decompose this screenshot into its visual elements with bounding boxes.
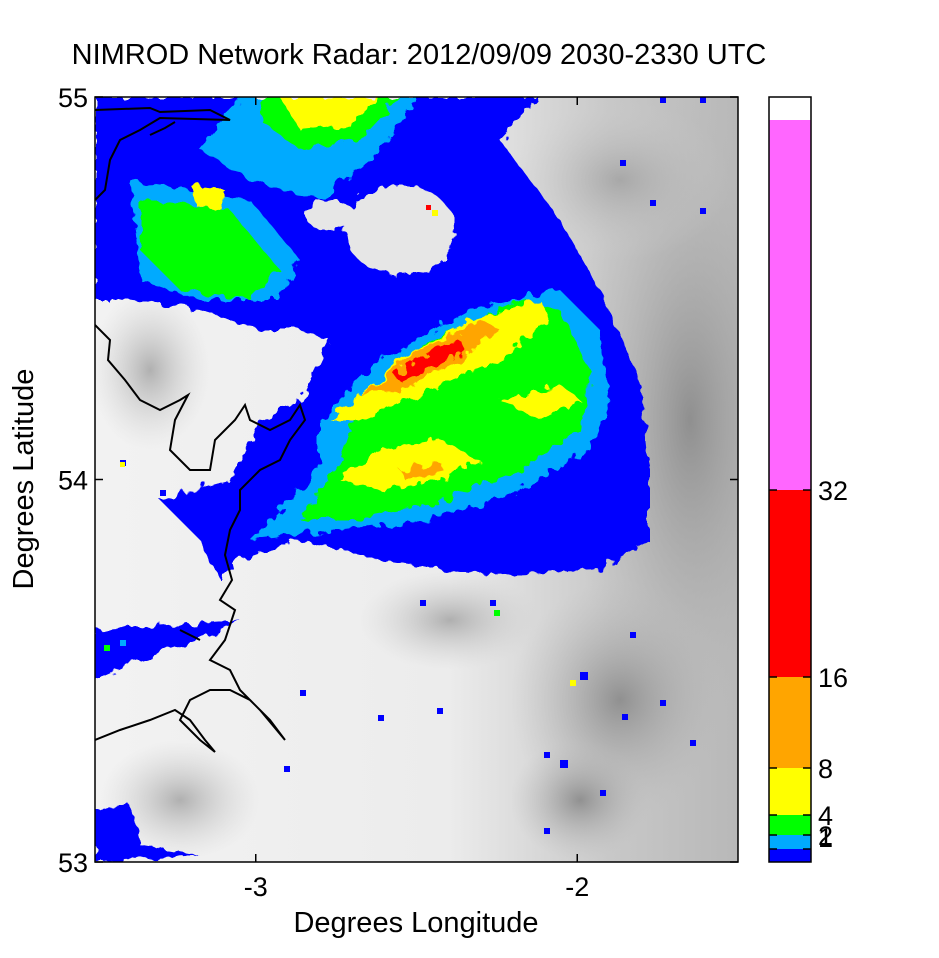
colorbar-tick-label: 4 — [818, 801, 833, 831]
coastline-path — [95, 106, 231, 201]
colorbar-segment — [769, 490, 811, 677]
y-axis-label: Degrees Latitude — [8, 369, 40, 590]
x-axis: -3 -2 — [244, 97, 589, 902]
colorbar-segment — [769, 677, 811, 768]
colorbar-tick-label: 32 — [818, 476, 848, 506]
radar-speckles — [120, 97, 706, 834]
field-level-blue — [95, 805, 200, 862]
chart-title: NIMROD Network Radar: 2012/09/09 2030-23… — [71, 39, 767, 71]
field-level-orange — [400, 462, 445, 480]
plot-area — [95, 97, 738, 862]
colorbar-segment — [769, 815, 811, 835]
field-level-green — [140, 200, 280, 300]
field-level-yellow — [190, 185, 225, 210]
coastline-path — [149, 121, 176, 136]
coastline-path — [179, 629, 201, 641]
field-level-yellow — [280, 97, 380, 130]
field-gap — [345, 185, 455, 275]
coastline-path — [95, 324, 307, 753]
field-level-yellow — [500, 385, 580, 420]
y-tick-label: 54 — [58, 466, 88, 496]
colorbar: 124 8 16 32 — [768, 96, 848, 863]
colorbar-tick-label: 16 — [818, 663, 848, 693]
radar-speckles-color — [104, 205, 576, 686]
terrain-relief — [95, 97, 738, 860]
field-level-blue — [95, 620, 240, 680]
field-gap — [305, 200, 355, 230]
field-level-red — [395, 340, 465, 382]
colorbar-segment — [769, 97, 811, 120]
y-tick-label: 55 — [58, 83, 88, 113]
radar-field — [95, 97, 650, 862]
y-tick-label: 53 — [58, 848, 88, 878]
x-axis-label: Degrees Longitude — [293, 907, 538, 939]
field-level-yellow — [340, 440, 480, 490]
colorbar-segment — [769, 120, 811, 490]
x-tick-label: -3 — [244, 872, 268, 902]
colorbar-tick-label: 1 — [818, 823, 833, 853]
x-tick-label: -2 — [565, 872, 589, 902]
colorbar-segment — [769, 835, 811, 849]
colorbar-tick-label: 2 — [818, 821, 833, 851]
coastline — [95, 106, 307, 753]
y-axis: 53 54 55 — [58, 83, 738, 878]
colorbar-frame — [768, 96, 812, 863]
colorbar-tick-label: 8 — [818, 754, 833, 784]
colorbar-segment — [769, 849, 811, 862]
colorbar-segment — [769, 768, 811, 815]
